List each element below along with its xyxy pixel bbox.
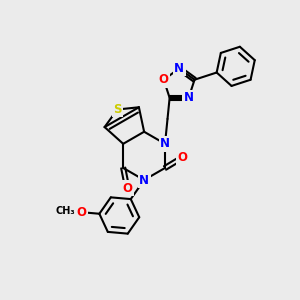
Text: O: O (76, 206, 86, 219)
Text: S: S (113, 103, 122, 116)
Text: CH₃: CH₃ (55, 206, 75, 216)
Text: N: N (160, 137, 170, 150)
Text: O: O (159, 73, 169, 86)
Text: O: O (122, 182, 132, 195)
Text: N: N (184, 91, 194, 104)
Text: N: N (174, 62, 184, 75)
Text: O: O (178, 151, 188, 164)
Text: N: N (139, 173, 149, 187)
